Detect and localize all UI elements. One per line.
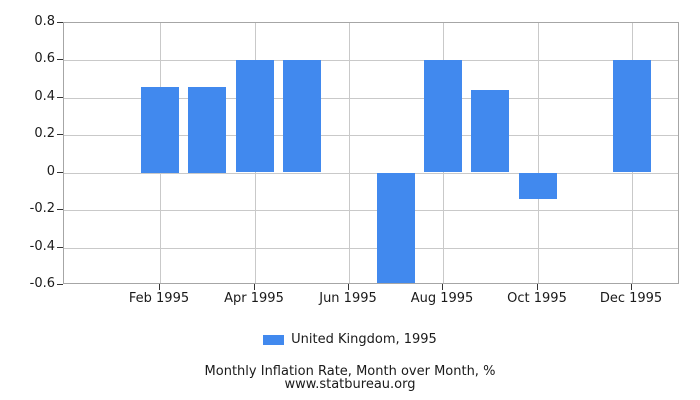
v-gridline <box>538 23 539 283</box>
bar-oct <box>519 173 557 199</box>
h-gridline <box>64 248 678 249</box>
chart-title: Monthly Inflation Rate, Month over Month… <box>204 364 496 379</box>
y-axis-tick <box>57 59 63 60</box>
bar-aug <box>424 60 462 172</box>
chart-source-url: www.statbureau.org <box>284 377 416 392</box>
x-axis-label: Feb 1995 <box>128 291 190 306</box>
y-axis-label: -0.4 <box>29 239 55 254</box>
y-axis-label: 0.8 <box>34 14 55 29</box>
y-axis-label: 0.4 <box>34 89 55 104</box>
y-axis-label: -0.2 <box>29 201 55 216</box>
bar-feb <box>141 87 179 173</box>
bar-dec <box>613 60 651 172</box>
y-axis-label: -0.6 <box>29 276 55 291</box>
x-axis-tick <box>442 284 443 290</box>
y-axis-tick <box>57 209 63 210</box>
y-axis-tick <box>57 284 63 285</box>
h-gridline <box>64 98 678 99</box>
y-axis-tick <box>57 97 63 98</box>
bar-mar <box>188 87 226 173</box>
h-gridline <box>64 173 678 174</box>
h-gridline <box>64 210 678 211</box>
v-gridline <box>349 23 350 283</box>
legend-label: United Kingdom, 1995 <box>291 332 437 347</box>
bar-jul <box>377 173 415 283</box>
x-axis-label: Dec 1995 <box>599 291 663 306</box>
bar-sep <box>471 90 509 172</box>
bar-apr <box>236 60 274 172</box>
legend: United Kingdom, 1995 <box>0 332 700 347</box>
y-axis-label: 0.6 <box>34 51 55 66</box>
x-axis-tick <box>159 284 160 290</box>
x-axis-tick <box>631 284 632 290</box>
legend-swatch <box>263 334 285 345</box>
y-axis-tick <box>57 22 63 23</box>
y-axis-label: 0.2 <box>34 126 55 141</box>
x-axis-tick <box>254 284 255 290</box>
x-axis-tick <box>537 284 538 290</box>
bar-may <box>283 60 321 172</box>
x-axis-label: Apr 1995 <box>224 291 284 306</box>
x-axis-label: Aug 1995 <box>410 291 474 306</box>
h-gridline <box>64 135 678 136</box>
y-axis-tick <box>57 247 63 248</box>
y-axis-tick <box>57 134 63 135</box>
h-gridline <box>64 60 678 61</box>
plot-area <box>63 22 679 284</box>
y-axis-tick <box>57 172 63 173</box>
x-axis-label: Jun 1995 <box>319 291 377 306</box>
y-axis-label: 0 <box>46 164 55 179</box>
x-axis-tick <box>348 284 349 290</box>
x-axis-label: Oct 1995 <box>507 291 567 306</box>
